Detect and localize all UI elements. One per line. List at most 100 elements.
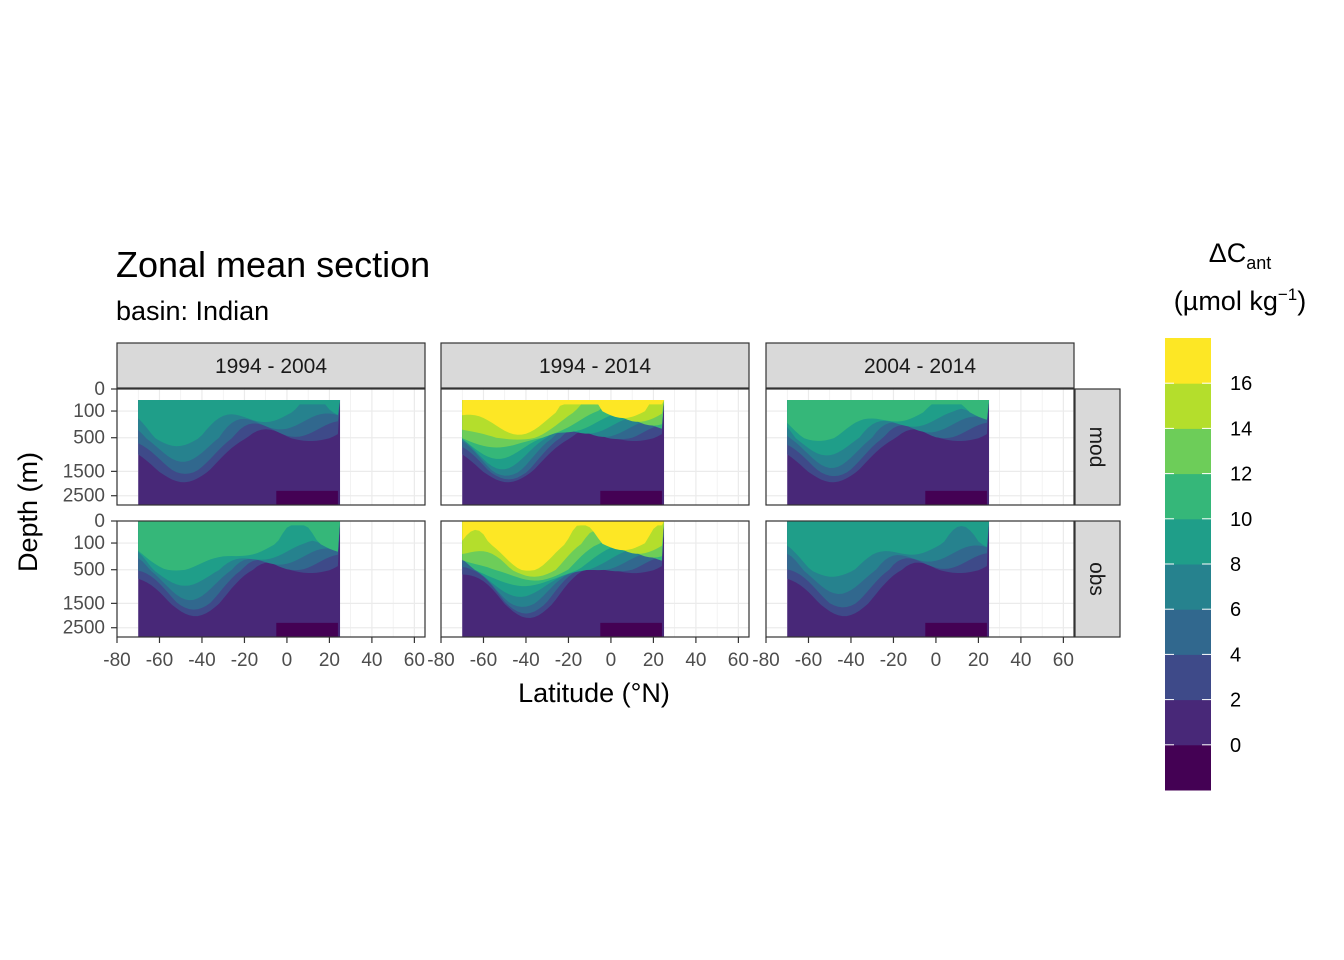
field-deep-patch bbox=[925, 490, 987, 505]
y-tick-label: 0 bbox=[94, 379, 105, 400]
facet-panels bbox=[116, 388, 1075, 638]
legend-swatch bbox=[1165, 609, 1211, 655]
legend-unit-sup: −1 bbox=[1278, 285, 1297, 304]
panel-border bbox=[765, 520, 1075, 638]
field-band bbox=[462, 521, 665, 571]
field-band bbox=[462, 400, 665, 435]
panel-field bbox=[462, 521, 665, 637]
legend-label: 14 bbox=[1230, 418, 1252, 440]
x-tick-label: -60 bbox=[795, 650, 822, 671]
x-axes: -80 -60 -40 -20 0 20 40 60 -80 -60 -40 -20 0 20 40 60 -8… bbox=[103, 637, 1074, 671]
chart-title: Zonal mean section bbox=[116, 244, 430, 285]
field-deep-patch bbox=[276, 490, 338, 505]
y-tick-label: 1500 bbox=[63, 593, 105, 614]
legend-label: 4 bbox=[1230, 644, 1241, 666]
legend-colorbar: 0 2 4 6 8 10 12 14 16 bbox=[1165, 338, 1252, 791]
strip-col-1: 1994 - 2014 bbox=[440, 342, 750, 389]
field-band bbox=[138, 400, 341, 447]
field-deep-patch bbox=[600, 490, 662, 505]
strip-col-label: 1994 - 2004 bbox=[215, 355, 327, 378]
x-tick-label: -20 bbox=[880, 650, 907, 671]
strip-row-0: mod bbox=[1074, 388, 1121, 506]
x-tick-label: 20 bbox=[968, 650, 989, 671]
strip-col-box bbox=[116, 342, 426, 389]
x-tick-label: -60 bbox=[470, 650, 497, 671]
legend-swatch bbox=[1165, 654, 1211, 701]
x-tick-label: 20 bbox=[319, 650, 340, 671]
panel-field bbox=[462, 400, 665, 505]
y-tick-label: 1500 bbox=[63, 461, 105, 482]
panel-border bbox=[116, 388, 426, 506]
strip-col-box bbox=[765, 342, 1075, 389]
legend-label: 6 bbox=[1230, 599, 1241, 621]
legend-title: ΔCant bbox=[1209, 238, 1272, 273]
x-tick-label: -80 bbox=[103, 650, 130, 671]
x-tick-label: -60 bbox=[146, 650, 173, 671]
legend-swatch bbox=[1165, 564, 1211, 610]
facet-panel-mod-0 bbox=[116, 388, 426, 506]
x-tick-label: 0 bbox=[282, 650, 293, 671]
legend-swatch bbox=[1165, 428, 1211, 475]
x-tick-label: 0 bbox=[931, 650, 942, 671]
x-tick-label: 60 bbox=[404, 650, 425, 671]
x-tick-label: 40 bbox=[361, 650, 382, 671]
x-tick-label: 40 bbox=[1010, 650, 1031, 671]
y-tick-label: 100 bbox=[73, 533, 105, 554]
facet-panel-mod-1 bbox=[440, 388, 750, 506]
strip-row-box bbox=[1074, 520, 1121, 638]
legend: ΔCant (µmol kg−1) 0 2 4 6 8 10 12 14 16 bbox=[1165, 238, 1306, 791]
y-tick-label: 500 bbox=[73, 428, 105, 449]
strip-col-0: 1994 - 2004 bbox=[116, 342, 426, 389]
panel-border bbox=[440, 520, 750, 638]
chart-subtitle: basin: Indian bbox=[116, 296, 269, 326]
legend-label: 16 bbox=[1230, 373, 1252, 395]
x-tick-label: 0 bbox=[606, 650, 617, 671]
field-band bbox=[138, 521, 341, 571]
x-tick-label: 40 bbox=[685, 650, 706, 671]
x-tick-label: -80 bbox=[752, 650, 779, 671]
facet-panel-mod-2 bbox=[765, 388, 1075, 506]
x-tick-label: -40 bbox=[188, 650, 215, 671]
field-deep-patch bbox=[925, 622, 987, 637]
x-tick-label: -40 bbox=[512, 650, 539, 671]
strip-col-2: 2004 - 2014 bbox=[765, 342, 1075, 389]
legend-swatch bbox=[1165, 338, 1211, 384]
legend-label: 12 bbox=[1230, 464, 1252, 486]
strip-row-box bbox=[1074, 388, 1121, 506]
panel-field bbox=[138, 521, 341, 637]
strip-row-1: obs bbox=[1074, 520, 1121, 638]
legend-label: 2 bbox=[1230, 690, 1241, 712]
legend-swatch bbox=[1165, 518, 1211, 565]
y-tick-label: 0 bbox=[94, 511, 105, 532]
legend-label: 10 bbox=[1230, 509, 1252, 531]
x-tick-label: 60 bbox=[728, 650, 749, 671]
y-tick-label: 2500 bbox=[63, 618, 105, 639]
field-deep-patch bbox=[600, 622, 662, 637]
x-tick-label: -20 bbox=[555, 650, 582, 671]
x-axis-title: Latitude (°N) bbox=[518, 678, 670, 708]
field-band bbox=[787, 521, 990, 577]
x-tick-label: 20 bbox=[643, 650, 664, 671]
panel-field bbox=[787, 521, 990, 637]
y-tick-label: 500 bbox=[73, 560, 105, 581]
y-tick-label: 2500 bbox=[63, 486, 105, 507]
panel-border bbox=[116, 520, 426, 638]
legend-swatch bbox=[1165, 383, 1211, 429]
legend-unit-pre: (µmol kg bbox=[1174, 286, 1278, 316]
strip-col-box bbox=[440, 342, 750, 389]
legend-swatch bbox=[1165, 473, 1211, 520]
x-tick-label: 60 bbox=[1053, 650, 1074, 671]
legend-label: 0 bbox=[1230, 735, 1241, 757]
field-band bbox=[787, 400, 990, 441]
x-tick-label: -40 bbox=[837, 650, 864, 671]
facet-panel-obs-1 bbox=[440, 520, 750, 638]
facet-strips: 1994 - 2004 1994 - 2014 2004 - 2014 mod obs bbox=[116, 342, 1121, 638]
field-deep-patch bbox=[276, 622, 338, 637]
y-axis-title: Depth (m) bbox=[13, 452, 43, 572]
legend-unit-post: ) bbox=[1297, 286, 1306, 316]
y-tick-label: 100 bbox=[73, 401, 105, 422]
panel-border bbox=[765, 388, 1075, 506]
strip-row-label: mod bbox=[1085, 427, 1108, 468]
